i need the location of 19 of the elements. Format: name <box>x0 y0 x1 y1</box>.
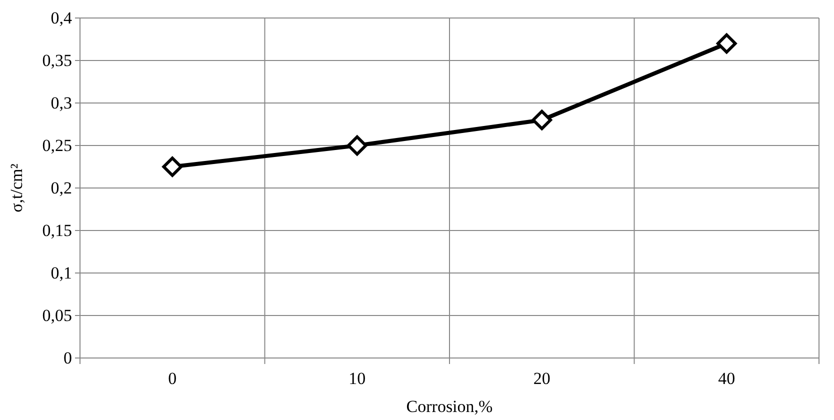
y-tick-label: 0,1 <box>50 263 72 282</box>
y-tick-label: 0 <box>64 348 72 368</box>
y-axis-title: σ,t/cm² <box>7 164 26 212</box>
y-tick-label: 0,2 <box>50 178 72 198</box>
x-tick-label: 40 <box>718 369 736 388</box>
y-tick-label: 0,3 <box>50 93 72 112</box>
y-tick-label: 0,4 <box>50 8 72 28</box>
point <box>162 156 183 177</box>
y-tick-label: 0,25 <box>42 136 72 155</box>
y-tick-label: 0,15 <box>42 220 72 240</box>
point <box>346 135 368 156</box>
x-axis-title: Corrosion,% <box>406 397 493 416</box>
y-tick-label: 0,05 <box>42 306 72 325</box>
x-tick-label: 20 <box>533 369 550 388</box>
point <box>716 33 737 54</box>
x-tick-label: 0 <box>168 369 177 388</box>
x-tick-label: 10 <box>348 369 366 388</box>
y-tick-label: 0,35 <box>42 50 72 70</box>
point <box>532 110 552 130</box>
